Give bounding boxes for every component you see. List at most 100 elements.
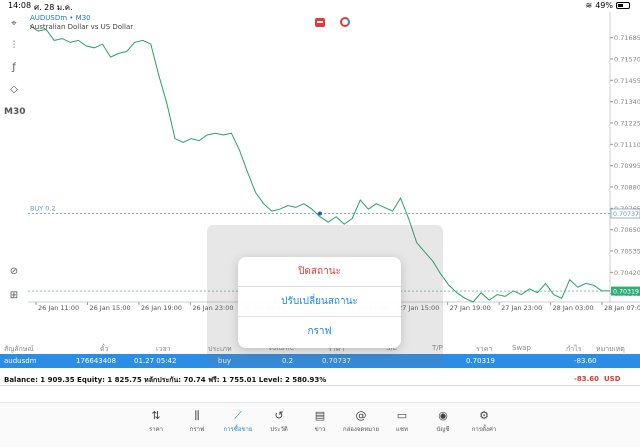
tab-accounts[interactable]: ◉ บัญชี [423,409,463,434]
account-icon: ◉ [438,409,448,422]
x-tick-label: 28 Jan 07:00 [604,304,640,312]
x-tick-label: 26 Jan 15:00 [89,304,130,312]
x-tick-label: 27 Jan 23:00 [501,304,542,312]
chart-icon: ⫼ [194,409,200,422]
total-profit: -83.60 [574,375,600,383]
quotes-icon: ⇅ [151,409,161,422]
chart-symbol: AUDUSDm • M30 [30,14,91,22]
row-type: buy [218,357,232,365]
tab-chat[interactable]: ▭ แชท [382,409,422,434]
col-tp: T/P [432,344,443,352]
x-tick-label: 27 Jan 19:00 [450,304,491,312]
indicators-icon[interactable]: ⫶ [12,40,16,51]
buy-label: BUY 0.2 [30,205,56,213]
total-currency: USD [604,375,621,383]
price-series-line [29,25,610,303]
col-time: เวลา [156,345,171,353]
row-volume: 0.2 [282,357,294,365]
objects-icon[interactable]: ◇ [10,84,18,95]
row-current-price: 0.70319 [466,357,495,365]
bottom-tab-bar: ⇅ ราคา ⫼ กราฟ ⟋ การซื้อขาย ↺ ประวัติ ▤ ข่าว @… [0,402,640,447]
battery-percent: 49% [595,1,613,10]
tab-quotes-label: ราคา [149,426,163,433]
timeframe-button[interactable]: M30 [4,107,26,117]
col-price: ราคา [328,345,345,353]
bid-price-tag: 0.70319 [613,288,639,295]
row-profit: -83.60 [574,357,597,365]
chart-toolbar: ⌖ ⫶ ƒ ◇ M30 ⊘ ⊞ [0,12,28,302]
status-date: ศ. 28 ม.ค. [34,3,73,12]
add-icon[interactable]: ⊞ [9,290,19,301]
chart-button[interactable]: กราฟ [307,326,332,337]
x-tick-label: 28 Jan 03:00 [553,304,594,312]
tab-accounts-label: บัญชี [436,426,450,433]
tab-news-label: ข่าว [314,426,326,433]
col-volume: Volume [268,344,295,352]
action-sheet: ปิดสถานะ ปรับเปลี่ยนสถานะ กราฟ [238,257,401,348]
tab-quotes[interactable]: ⇅ ราคา [136,409,176,434]
y-tick-label: 0.71225 [614,119,640,127]
y-tick-label: 0.70420 [614,269,640,277]
sync-icon[interactable] [340,17,350,27]
x-tick-label: 26 Jan 11:00 [38,304,79,312]
close-position-button[interactable]: ปิดสถานะ [238,257,401,287]
wifi-icon: ≋ [585,1,593,10]
one-click-trading-icon[interactable] [315,18,325,27]
col-profit: กำไร [566,345,582,353]
y-tick-label: 0.71340 [614,98,640,106]
balance-summary: Balance: 1 909.35 Equity: 1 825.75 หลักป… [4,376,327,384]
buy-price-tag: 0.70737 [613,211,639,218]
gear-icon: ⚙ [479,409,489,422]
row-price: 0.70737 [322,357,351,365]
col-symbol: สัญลักษณ์ [4,345,34,353]
y-tick-label: 0.70535 [614,247,640,255]
x-tick-label: 27 Jan 15:00 [398,304,439,312]
tab-trade[interactable]: ⟋ การซื้อขาย [218,409,258,434]
col-swap: Swap [512,344,531,352]
zoom-icon[interactable]: ⊘ [9,266,19,277]
news-icon: ▤ [314,409,326,422]
modify-position-button[interactable]: ปรับเปลี่ยนสถานะ [238,287,401,317]
tab-mailbox-label: กล่องจดหมาย [342,426,380,433]
tab-mailbox[interactable]: @ กล่องจดหมาย [341,409,381,434]
tab-chart-label: กราฟ [189,426,205,433]
col-ticket: ตั๋ว [100,345,109,353]
tab-chat-label: แชท [396,426,408,433]
tab-settings[interactable]: ⚙ การตั้งค่า [464,409,504,434]
trade-icon: ⟋ [234,409,242,422]
row-time: 01.27 05:42 [134,357,177,365]
col-type: ประเภท [208,345,232,353]
col-sl: S/L [386,344,397,352]
row-symbol: audusdm [4,357,37,365]
x-tick-label: 26 Jan 19:00 [141,304,182,312]
crosshair-icon[interactable]: ⌖ [11,18,17,29]
y-tick-label: 0.71455 [614,77,640,85]
y-tick-label: 0.71110 [614,141,640,149]
chat-icon: ▭ [396,409,408,422]
chart-description: Australian Dollar vs US Dollar [30,23,134,31]
col-current-price: ราคา [476,345,493,353]
status-bar: 14:08 ศ. 28 ม.ค. ≋ 49% [0,0,640,12]
mailbox-icon: @ [355,409,367,422]
positions-table-header: สัญลักษณ์ ตั๋ว เวลา ประเภท Volume ราคา S… [0,342,640,354]
bid-price-tag-bg [611,286,640,296]
row-ticket: 176643408 [76,357,117,365]
tab-settings-label: การตั้งค่า [471,426,497,433]
tab-trade-label: การซื้อขาย [223,426,253,433]
y-tick-label: 0.71685 [614,34,640,42]
y-tick-label: 0.70650 [614,226,640,234]
tab-news[interactable]: ▤ ข่าว [300,409,340,434]
buy-price-tag-bg [610,208,640,219]
y-tick-label: 0.70995 [614,162,640,170]
status-time: 14:08 [8,1,32,10]
y-tick-label: 0.71570 [614,55,640,63]
tab-chart[interactable]: ⫼ กราฟ [177,409,217,434]
position-row[interactable]: audusdm 176643408 01.27 05:42 buy 0.2 0.… [0,354,640,368]
tab-history-label: ประวัติ [270,426,288,433]
col-comment: หมายเหตุ [596,345,625,353]
x-tick-label: 26 Jan 23:00 [192,304,233,312]
function-icon[interactable]: ƒ [12,62,16,73]
y-tick-label: 0.70880 [614,183,640,191]
tab-history[interactable]: ↺ ประวัติ [259,409,299,434]
